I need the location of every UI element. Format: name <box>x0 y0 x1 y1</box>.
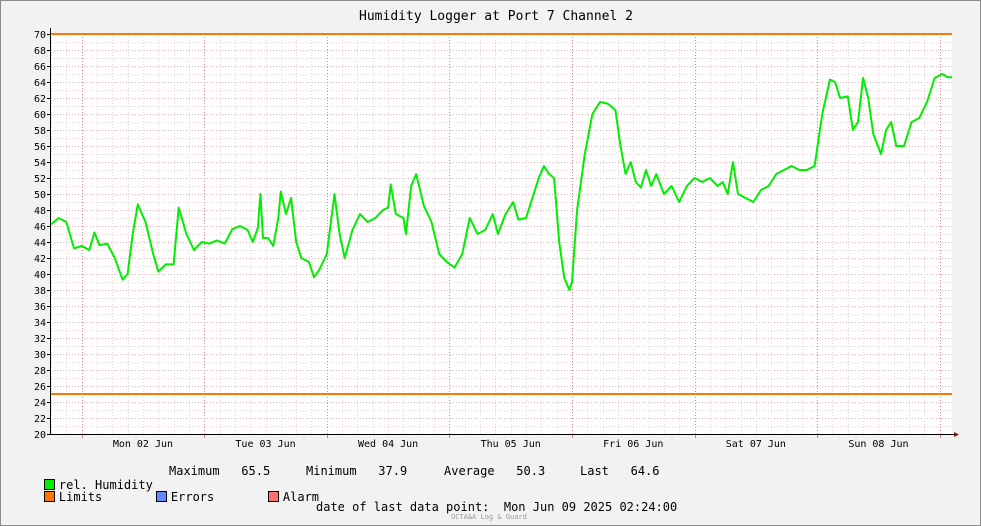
y-tick-label: 46 <box>34 222 46 233</box>
y-tick-label: 32 <box>34 334 46 345</box>
y-tick-label: 20 <box>34 430 46 441</box>
legend-errors: Errors <box>127 476 214 518</box>
y-tick-label: 58 <box>34 126 46 137</box>
last-point-label: date of last data point: <box>316 500 490 514</box>
credit: OCTA&A Log & Guard <box>451 513 527 521</box>
x-tick-label: Sat 07 Jun <box>726 439 786 450</box>
legend-alarm: Alarm <box>239 476 319 518</box>
y-tick-label: 42 <box>34 254 46 265</box>
alarm-label: Alarm <box>282 490 320 504</box>
max-label: Maximum <box>169 464 220 478</box>
x-tick-label: Sun 08 Jun <box>848 439 908 450</box>
alarm-swatch <box>267 491 279 502</box>
x-tick-label: Tue 03 Jun <box>235 439 295 450</box>
legend-series-label: rel. Humidity <box>58 478 153 492</box>
last-data-point: date of last data point: Mon Jun 09 2025… <box>316 500 677 514</box>
y-tick-label: 64 <box>34 78 46 89</box>
y-tick-label: 44 <box>34 238 46 249</box>
legend-minimum: Minimum 37.9 <box>306 464 407 478</box>
y-tick-label: 34 <box>34 318 46 329</box>
last-value: 64.6 <box>630 464 660 478</box>
y-tick-label: 56 <box>34 142 46 153</box>
y-tick-label: 50 <box>34 190 46 201</box>
avg-value: 50.3 <box>516 464 546 478</box>
avg-label: Average <box>444 464 495 478</box>
y-tick-label: 24 <box>34 398 46 409</box>
legend-average: Average 50.3 <box>444 464 545 478</box>
series-swatch <box>43 479 55 490</box>
y-tick-label: 48 <box>34 206 46 217</box>
limits-swatch <box>43 491 55 502</box>
y-tick-label: 70 <box>34 30 46 41</box>
x-axis-arrow <box>954 432 959 437</box>
y-tick-label: 52 <box>34 174 46 185</box>
y-axis: 20 22 24 26 28 30 32 34 36 38 40 42 44 46 48 50 52 54 56 58… <box>34 28 51 441</box>
x-axis: Mon 02 Jun Tue 03 Jun Wed 04 Jun Thu 05 Jun… <box>51 432 959 450</box>
y-tick-label: 38 <box>34 286 46 297</box>
y-tick-label: 66 <box>34 62 46 73</box>
y-tick-label: 54 <box>34 158 46 169</box>
x-tick-label: Thu 05 Jun <box>481 439 541 450</box>
limit-lines <box>51 33 952 395</box>
last-label: Last <box>580 464 609 478</box>
min-value: 37.9 <box>378 464 408 478</box>
legend-last: Last 64.6 <box>580 464 660 478</box>
y-tick-label: 36 <box>34 302 46 313</box>
chart-title: Humidity Logger at Port 7 Channel 2 <box>359 9 633 24</box>
y-tick-label: 40 <box>34 270 46 281</box>
max-value: 65.5 <box>241 464 271 478</box>
legend-limits: Limits <box>15 476 102 518</box>
errors-swatch <box>155 491 167 502</box>
errors-label: Errors <box>170 490 215 504</box>
grid-lines <box>51 34 952 435</box>
last-point-value: Mon Jun 09 2025 02:24:00 <box>503 500 678 514</box>
series-group <box>50 73 952 291</box>
y-tick-label: 28 <box>34 366 46 377</box>
y-tick-label: 62 <box>34 94 46 105</box>
x-tick-label: Mon 02 Jun <box>113 439 173 450</box>
y-tick-label: 30 <box>34 350 46 361</box>
x-tick-label: Wed 04 Jun <box>358 439 418 450</box>
y-tick-label: 60 <box>34 110 46 121</box>
series-line-humidity <box>50 73 952 291</box>
min-label: Minimum <box>306 464 357 478</box>
x-tick-label: Fri 06 Jun <box>603 439 663 450</box>
y-tick-label: 26 <box>34 382 46 393</box>
legend-maximum: Maximum 65.5 <box>169 464 270 478</box>
y-tick-label: 68 <box>34 46 46 57</box>
legend-row-1: rel. Humidity <box>15 464 153 506</box>
y-tick-label: 22 <box>34 414 46 425</box>
limits-label: Limits <box>58 490 103 504</box>
